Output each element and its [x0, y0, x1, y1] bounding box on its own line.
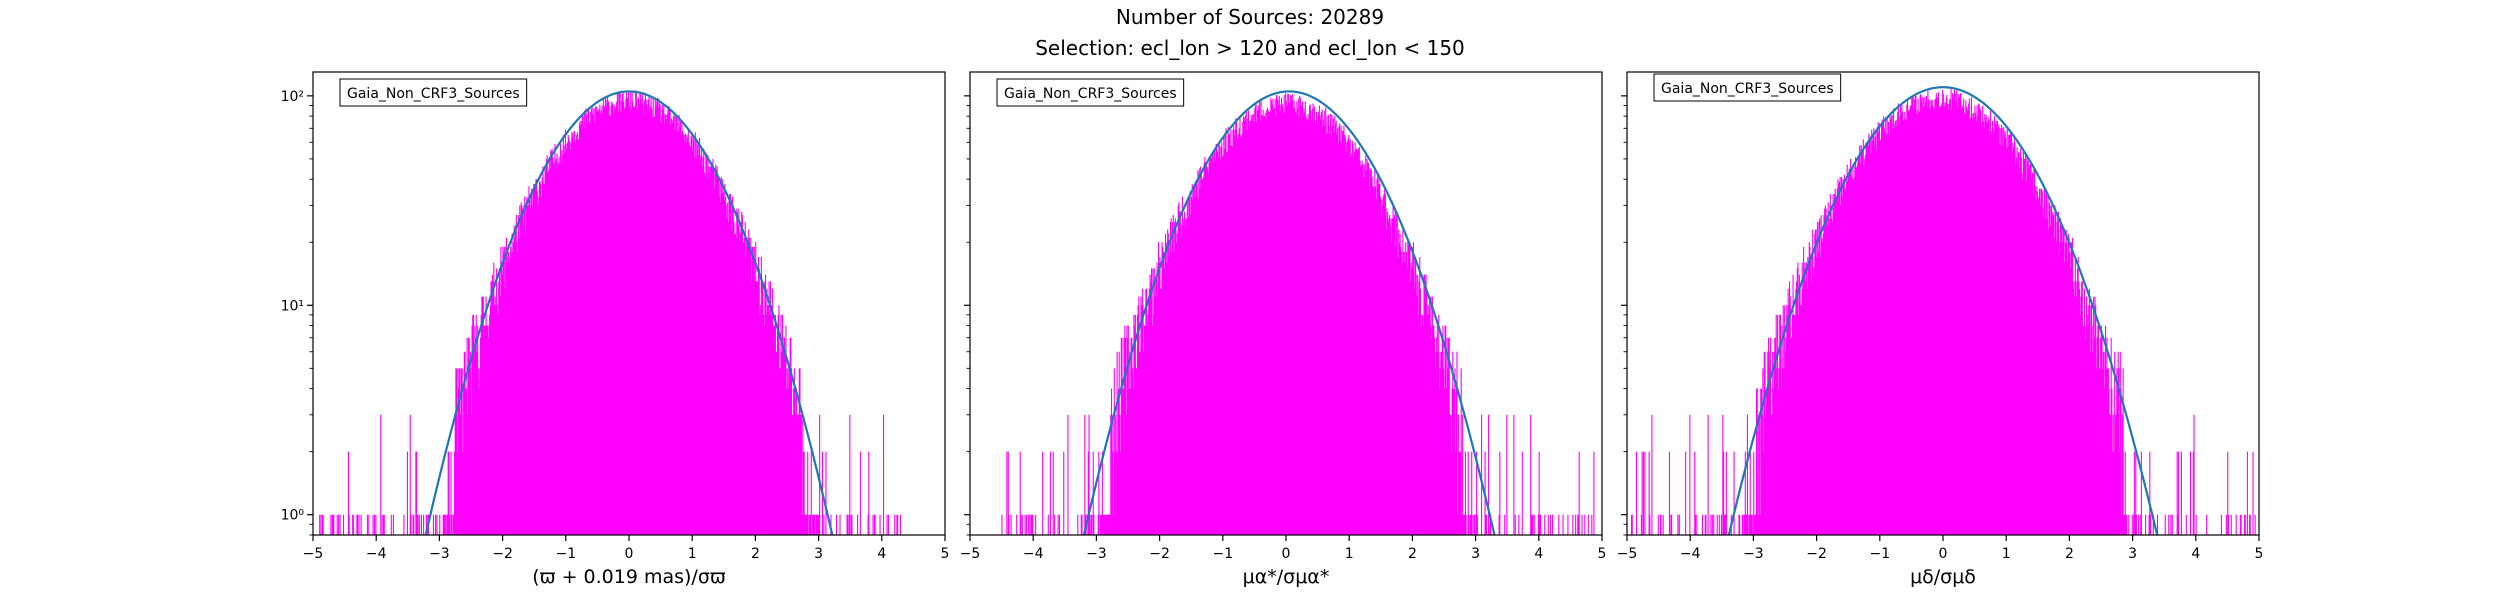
x-tick-label: 1 — [1345, 546, 1354, 562]
x-tick-label: 2 — [1408, 546, 1417, 562]
x-tick-label: 1 — [2002, 546, 2011, 562]
histogram-series — [1001, 93, 1595, 535]
x-tick-label: 5 — [2255, 546, 2264, 562]
panel-2: −5 −4 −3 −2 −1 0 1 2 3 4 5 μα*/σμα* Gaia_Non_CRF3_So… — [960, 71, 1607, 588]
x-tick-label: −1 — [1869, 546, 1890, 562]
histogram-series — [319, 90, 901, 535]
x-tick-label: 0 — [1939, 546, 1948, 562]
fit-curve — [1727, 86, 2159, 535]
y-tick-label: 10² — [281, 89, 304, 105]
x-tick-label: −5 — [960, 546, 981, 562]
legend: Gaia_Non_CRF3_Sources — [996, 78, 1185, 107]
x-tick-label: 3 — [1471, 546, 1480, 562]
y-tick-label: 10⁰ — [281, 508, 305, 524]
x-tick-label: 4 — [877, 546, 886, 562]
x-tick-label: 0 — [1282, 546, 1291, 562]
histogram-bars — [1001, 93, 1595, 535]
x-tick-label: −2 — [1806, 546, 1827, 562]
x-tick-label: 3 — [814, 546, 823, 562]
fit-curve — [424, 90, 834, 535]
x-tick-label: 0 — [625, 546, 634, 562]
x-tick-label: 5 — [1598, 546, 1607, 562]
x-tick-label: −3 — [429, 546, 450, 562]
x-tick-label: −5 — [303, 546, 324, 562]
x-tick-label: −4 — [366, 546, 387, 562]
x-tick-label: −1 — [1212, 546, 1233, 562]
legend-box — [339, 78, 528, 107]
x-axis-label: μδ/σμδ — [1910, 566, 1976, 588]
panel-1: −5 −4 −3 −2 −1 0 1 2 3 4 5 10⁰ 10¹ 10² (ϖ + 0.019 mas)… — [281, 71, 950, 588]
x-tick-label: −4 — [1023, 546, 1044, 562]
x-tick-label: −1 — [555, 546, 576, 562]
x-tick-label: 2 — [751, 546, 760, 562]
x-tick-label: −2 — [1149, 546, 1170, 562]
fit-curve — [1082, 90, 1496, 535]
x-tick-label: 4 — [1534, 546, 1543, 562]
legend: Gaia_Non_CRF3_Sources — [339, 78, 528, 107]
panel-3: −5 −4 −3 −2 −1 0 1 2 3 4 5 μδ/σμδ Gaia_Non_CRF3_Sour… — [1617, 71, 2264, 588]
legend-box — [1653, 73, 1842, 102]
x-axis-label: (ϖ + 0.019 mas)/σϖ — [532, 566, 726, 588]
x-tick-label: 1 — [688, 546, 697, 562]
figure-title-line1: Number of Sources: 20289 — [1116, 5, 1384, 29]
x-tick-label: 4 — [2191, 546, 2200, 562]
legend: Gaia_Non_CRF3_Sources — [1653, 73, 1842, 102]
figure-title-line2: Selection: ecl_lon > 120 and ecl_lon < 1… — [1035, 36, 1465, 60]
histogram-bars — [1631, 88, 2256, 535]
histogram-bars — [319, 90, 901, 535]
x-tick-label: 3 — [2128, 546, 2137, 562]
legend-label: Gaia_Non_CRF3_Sources — [347, 86, 520, 102]
x-tick-label: 2 — [2065, 546, 2074, 562]
x-tick-label: −3 — [1086, 546, 1107, 562]
x-tick-label: −3 — [1743, 546, 1764, 562]
x-tick-label: −2 — [492, 546, 513, 562]
histogram-series — [1631, 88, 2256, 535]
x-tick-label: 5 — [941, 546, 950, 562]
x-tick-label: −5 — [1617, 546, 1638, 562]
legend-label: Gaia_Non_CRF3_Sources — [1661, 81, 1834, 97]
legend-box — [996, 78, 1185, 107]
legend-label: Gaia_Non_CRF3_Sources — [1004, 86, 1177, 102]
x-tick-label: −4 — [1680, 546, 1701, 562]
y-tick-label: 10¹ — [281, 298, 304, 314]
x-axis-label: μα*/σμα* — [1243, 566, 1330, 588]
panels: −5 −4 −3 −2 −1 0 1 2 3 4 5 10⁰ 10¹ 10² (ϖ + 0.019 mas)… — [281, 71, 2264, 588]
